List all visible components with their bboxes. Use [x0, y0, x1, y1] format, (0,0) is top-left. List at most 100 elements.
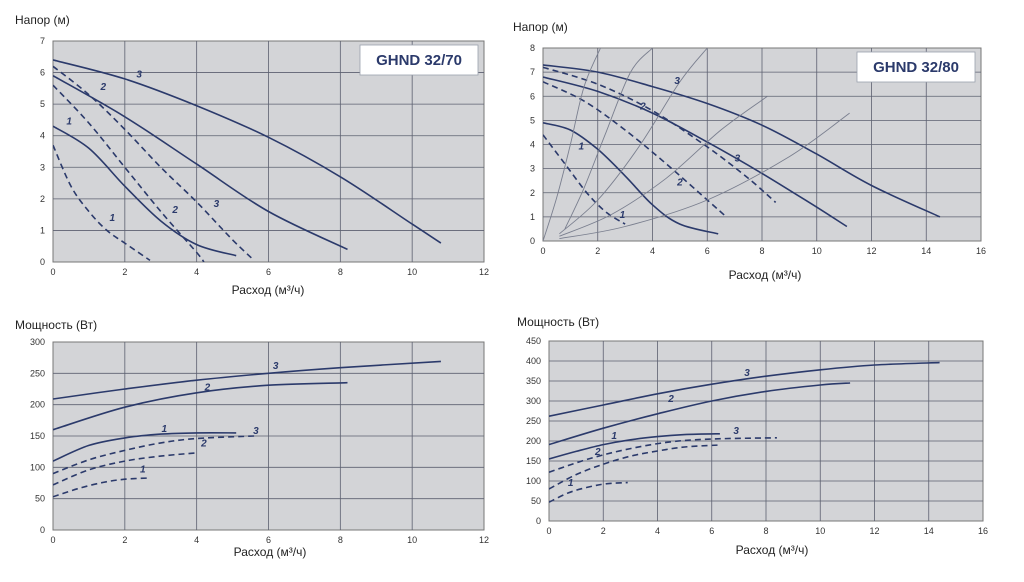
y-tick-label: 0 [40, 257, 45, 267]
x-axis-label: Расход (м³/ч) [234, 545, 307, 559]
model-title-box [856, 51, 976, 83]
series-dashed-3 [53, 435, 255, 475]
curve-label-solid-3: 3 [744, 368, 750, 379]
x-tick-label: 12 [479, 267, 489, 277]
curve-label-dashed-3: 3 [214, 199, 220, 210]
curves [543, 48, 941, 241]
series-dashed-1 [53, 477, 151, 498]
x-tick-label: 2 [601, 526, 606, 536]
y-tick-label: 7 [530, 67, 535, 77]
series-dashed-3 [53, 65, 255, 261]
y-tick-label: 300 [30, 337, 45, 347]
series-dashed-1 [543, 134, 626, 225]
y-tick-label: 5 [530, 115, 535, 125]
y-tick-label: 350 [526, 376, 541, 386]
y-tick-label: 150 [526, 456, 541, 466]
y-tick-label: 2 [40, 194, 45, 204]
y-tick-label: 0 [530, 236, 535, 246]
y-tick-label: 0 [536, 516, 541, 526]
series-solid-2 [549, 382, 851, 446]
curve-label-solid-3: 3 [273, 361, 279, 372]
curve-label-solid-1: 1 [611, 431, 617, 442]
chart-power-32-80: 0 2 4 6 8 10 12 14 16050100150200250300350400450… [517, 315, 988, 557]
curve-label-solid-1: 1 [579, 141, 585, 152]
y-tick-label: 200 [526, 436, 541, 446]
x-tick-label: 0 [546, 526, 551, 536]
curve-label-dashed-3: 3 [253, 426, 259, 437]
y-axis-label: Напор (м) [15, 13, 70, 27]
y-tick-label: 50 [35, 494, 45, 504]
y-tick-label: 2 [530, 188, 535, 198]
y-axis-label: Напор (м) [513, 20, 568, 34]
x-tick-label: 4 [655, 526, 660, 536]
series-dashed-2 [53, 452, 197, 486]
y-tick-label: 5 [40, 99, 45, 109]
series-thin-sys-a [564, 48, 653, 230]
curve-label-dashed-3: 3 [733, 426, 739, 437]
curve-label-dashed-2: 2 [100, 82, 107, 93]
y-tick-label: 50 [531, 496, 541, 506]
series-thin-sys-e [543, 48, 601, 241]
y-tick-label: 4 [40, 131, 45, 141]
curve-label-solid-2: 2 [667, 394, 674, 405]
series-dashed-2 [53, 84, 205, 262]
x-axis-label: Расход (м³/ч) [232, 283, 305, 297]
curve-label-solid-3: 3 [136, 69, 142, 80]
x-tick-label: 8 [763, 526, 768, 536]
x-tick-label: 2 [122, 535, 127, 545]
x-tick-label: 8 [338, 267, 343, 277]
x-tick-label: 4 [194, 535, 199, 545]
curve-label-dashed-2: 2 [200, 439, 207, 450]
series-solid-3 [549, 361, 940, 417]
curve-label-dashed-1: 1 [140, 464, 146, 475]
x-tick-label: 0 [540, 246, 545, 256]
x-tick-label: 6 [266, 267, 271, 277]
y-axis-label: Мощность (Вт) [517, 315, 599, 329]
y-tick-label: 4 [530, 140, 535, 150]
x-tick-label: 14 [924, 526, 934, 536]
curve-label-dashed-2: 2 [594, 447, 601, 458]
curve-label-dashed-1: 1 [568, 478, 574, 489]
y-tick-label: 0 [40, 525, 45, 535]
curve-label-solid-2: 2 [204, 382, 211, 393]
y-axis-label: Мощность (Вт) [15, 318, 97, 332]
curve-label-extra: 2 [171, 205, 178, 216]
y-tick-label: 8 [530, 43, 535, 53]
x-tick-label: 12 [479, 535, 489, 545]
x-tick-label: 2 [122, 267, 127, 277]
curve-label-dashed-1: 1 [66, 117, 72, 128]
curve-label-extra: 1 [109, 213, 115, 224]
x-tick-label: 6 [705, 246, 710, 256]
y-tick-label: 3 [530, 164, 535, 174]
series-solid-1 [543, 122, 719, 235]
x-tick-label: 16 [976, 246, 986, 256]
x-tick-label: 14 [921, 246, 931, 256]
x-tick-label: 6 [266, 535, 271, 545]
x-axis-label: Расход (м³/ч) [736, 543, 809, 557]
x-tick-label: 4 [194, 267, 199, 277]
series-solid-3 [53, 360, 441, 400]
x-tick-label: 12 [866, 246, 876, 256]
series-solid-1 [53, 125, 237, 257]
series-solid-3 [53, 59, 442, 244]
series-solid-1 [53, 432, 237, 462]
y-tick-label: 300 [526, 396, 541, 406]
curve-label-solid-3: 3 [674, 76, 680, 87]
series-thin-sys-c [559, 95, 768, 237]
series-dashed-3 [543, 66, 777, 204]
y-tick-label: 250 [526, 416, 541, 426]
x-tick-label: 0 [50, 535, 55, 545]
curve-label-dashed-2: 2 [676, 178, 683, 189]
y-tick-label: 1 [530, 212, 535, 222]
curve-label-dashed-3: 3 [735, 153, 741, 164]
curve-label-solid-2: 2 [639, 102, 646, 113]
y-tick-label: 400 [526, 356, 541, 366]
y-tick-label: 7 [40, 36, 45, 46]
curves [549, 361, 940, 503]
model-title: GHND 32/80 [873, 59, 959, 76]
x-tick-label: 10 [812, 246, 822, 256]
